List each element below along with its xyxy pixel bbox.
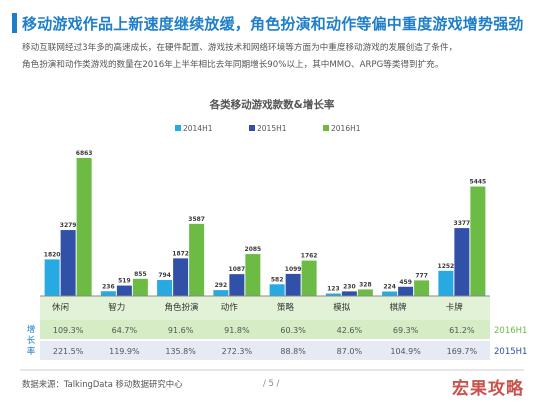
bar-智力-2014H1 (100, 291, 116, 296)
growth-value-2016H1: 61.2% (449, 326, 475, 335)
bar-智力-2015H1 (116, 285, 132, 296)
bar-value-label: 855 (134, 271, 147, 278)
description-line-2: 角色扮演和动作类游戏的数量在2016年上半年相比去年同期增长90%以上，其中MM… (22, 60, 444, 70)
growth-value-2016H1: 64.7% (112, 326, 138, 335)
bar-value-label: 236 (102, 283, 115, 290)
bar-休闲-2014H1 (44, 259, 60, 296)
legend-swatch-2015H1 (249, 125, 255, 131)
growth-value-2015H1: 135.8% (165, 347, 196, 356)
legend-swatch-2016H1 (323, 125, 329, 131)
category-label: 角色扮演 (165, 302, 200, 313)
growth-value-2016H1: 69.3% (393, 326, 419, 335)
bar-value-label: 1087 (229, 266, 246, 273)
growth-row-bg-2016H1 (40, 320, 490, 339)
growth-value-2015H1: 87.0% (337, 347, 363, 356)
legend-label-2014H1: 2014H1 (183, 124, 213, 133)
bar-策略-2016H1 (301, 260, 317, 296)
bar-value-label: 3587 (188, 216, 205, 223)
growth-value-2015H1: 88.8% (280, 347, 306, 356)
bar-棋牌-2015H1 (398, 286, 414, 296)
bar-模拟-2015H1 (341, 291, 357, 296)
bar-value-label: 1762 (301, 253, 318, 260)
growth-value-2015H1: 169.7% (447, 347, 478, 356)
legend-label-2016H1: 2016H1 (331, 124, 361, 133)
category-label: 棋牌 (390, 302, 408, 313)
bar-value-label: 1099 (285, 266, 302, 273)
bar-value-label: 2085 (245, 246, 262, 253)
growth-row-bg-2015H1 (40, 341, 490, 360)
page-title: 移动游戏作品上新速度继续放缓，角色扮演和动作等偏中重度游戏增势强劲 (22, 15, 524, 33)
bar-value-label: 224 (383, 283, 396, 290)
bar-value-label: 459 (399, 279, 412, 286)
growth-value-2015H1: 119.9% (109, 347, 140, 356)
bar-value-label: 328 (359, 281, 372, 288)
growth-row-label-2015H1: 2015H1 (494, 347, 527, 357)
growth-value-2016H1: 60.3% (280, 326, 306, 335)
bar-角色扮演-2015H1 (173, 258, 189, 296)
bar-卡牌-2014H1 (438, 270, 454, 296)
growth-row-label-2016H1: 2016H1 (494, 326, 527, 336)
bar-value-label: 582 (271, 276, 284, 283)
bar-动作-2016H1 (245, 254, 261, 296)
growth-rate-label-char: 率 (27, 346, 36, 357)
legend-swatch-2014H1 (175, 125, 181, 131)
growth-value-2015H1: 221.5% (53, 347, 84, 356)
chart-title: 各类移动游戏款数&增长率 (209, 98, 335, 111)
growth-value-2016H1: 91.6% (168, 326, 194, 335)
watermark: 宏果攻略 (452, 379, 524, 399)
growth-value-2016H1: 42.6% (337, 326, 363, 335)
description-line-1: 移动互联网经过3年多的高速成长，在硬件配置、游戏技术和网络环境等方面为中重度移动… (22, 43, 458, 53)
category-label: 模拟 (333, 302, 351, 313)
category-label: 休闲 (52, 302, 69, 313)
bar-value-label: 3279 (60, 222, 77, 229)
bar-模拟-2014H1 (325, 293, 341, 296)
category-label: 智力 (108, 302, 125, 313)
bar-value-label: 3377 (454, 220, 471, 227)
bar-角色扮演-2014H1 (157, 280, 173, 296)
bar-value-label: 1872 (172, 250, 189, 257)
bar-value-label: 1820 (44, 251, 61, 258)
growth-value-2015H1: 272.3% (222, 347, 253, 356)
bar-卡牌-2016H1 (470, 186, 486, 296)
bar-动作-2015H1 (229, 274, 245, 296)
title-accent-bar (12, 13, 17, 33)
bar-value-label: 519 (118, 278, 131, 285)
bar-棋牌-2016H1 (414, 280, 430, 296)
growth-value-2016H1: 91.8% (224, 326, 250, 335)
bar-智力-2016H1 (132, 278, 148, 296)
category-label: 动作 (221, 302, 239, 313)
legend-label-2015H1: 2015H1 (257, 124, 287, 133)
growth-value-2016H1: 109.3% (53, 326, 84, 335)
growth-rate-label-char: 长 (27, 335, 36, 346)
bar-模拟-2016H1 (357, 289, 373, 296)
bar-动作-2014H1 (213, 290, 229, 296)
category-label-row (40, 296, 490, 320)
bar-休闲-2016H1 (76, 158, 92, 296)
bar-value-label: 794 (158, 272, 171, 279)
bar-卡牌-2015H1 (454, 228, 470, 296)
bar-棋牌-2014H1 (382, 291, 398, 296)
growth-value-2015H1: 104.9% (390, 347, 421, 356)
bar-策略-2015H1 (285, 273, 301, 296)
bar-value-label: 5445 (470, 179, 487, 186)
bar-value-label: 292 (215, 282, 228, 289)
data-source: 数据来源：TalkingData 移动数据研究中心 (22, 379, 183, 389)
bar-value-label: 230 (343, 283, 356, 290)
bar-value-label: 123 (327, 286, 340, 293)
bar-策略-2014H1 (269, 284, 285, 296)
page-number: / 5 / (263, 378, 280, 388)
category-label: 策略 (277, 302, 295, 313)
bar-value-label: 1252 (438, 263, 455, 270)
growth-rate-label-char: 增 (27, 324, 36, 335)
bar-value-label: 777 (415, 272, 428, 279)
bar-角色扮演-2016H1 (189, 223, 205, 296)
category-label: 卡牌 (446, 302, 464, 313)
bar-休闲-2015H1 (60, 230, 76, 296)
bar-value-label: 6863 (76, 150, 93, 157)
